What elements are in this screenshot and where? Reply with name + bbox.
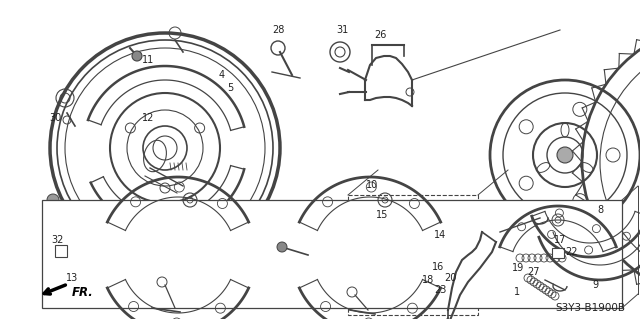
Text: 4: 4 — [219, 70, 225, 80]
Text: 27: 27 — [528, 267, 540, 277]
Text: 22: 22 — [566, 247, 579, 257]
Bar — [55, 245, 67, 257]
Text: 23: 23 — [434, 285, 446, 295]
Text: 32: 32 — [52, 235, 64, 245]
Circle shape — [394, 228, 402, 236]
Bar — [348, 195, 478, 315]
Text: 9: 9 — [592, 280, 598, 290]
Circle shape — [47, 194, 59, 206]
Bar — [552, 248, 564, 258]
Circle shape — [132, 51, 142, 61]
Text: 5: 5 — [227, 83, 233, 93]
Text: 14: 14 — [434, 230, 446, 240]
Circle shape — [557, 147, 573, 163]
Circle shape — [550, 231, 562, 243]
Text: 30: 30 — [49, 113, 61, 123]
Text: 19: 19 — [512, 263, 524, 273]
Text: 8: 8 — [597, 205, 603, 215]
Text: 26: 26 — [374, 30, 386, 40]
Text: S3Y3-B1900B: S3Y3-B1900B — [555, 303, 625, 313]
Text: FR.: FR. — [72, 286, 93, 299]
Text: 20: 20 — [444, 273, 456, 283]
Text: 17: 17 — [554, 235, 566, 245]
Text: 11: 11 — [142, 55, 154, 65]
Text: 18: 18 — [422, 275, 434, 285]
Circle shape — [277, 242, 287, 252]
Text: 12: 12 — [142, 113, 154, 123]
Text: 10: 10 — [366, 180, 378, 190]
Text: 15: 15 — [376, 210, 388, 220]
Text: 28: 28 — [272, 25, 284, 35]
Text: 1: 1 — [514, 287, 520, 297]
Text: 16: 16 — [432, 262, 444, 272]
Text: 31: 31 — [336, 25, 348, 35]
Bar — [42, 200, 622, 308]
Text: 13: 13 — [66, 273, 78, 283]
